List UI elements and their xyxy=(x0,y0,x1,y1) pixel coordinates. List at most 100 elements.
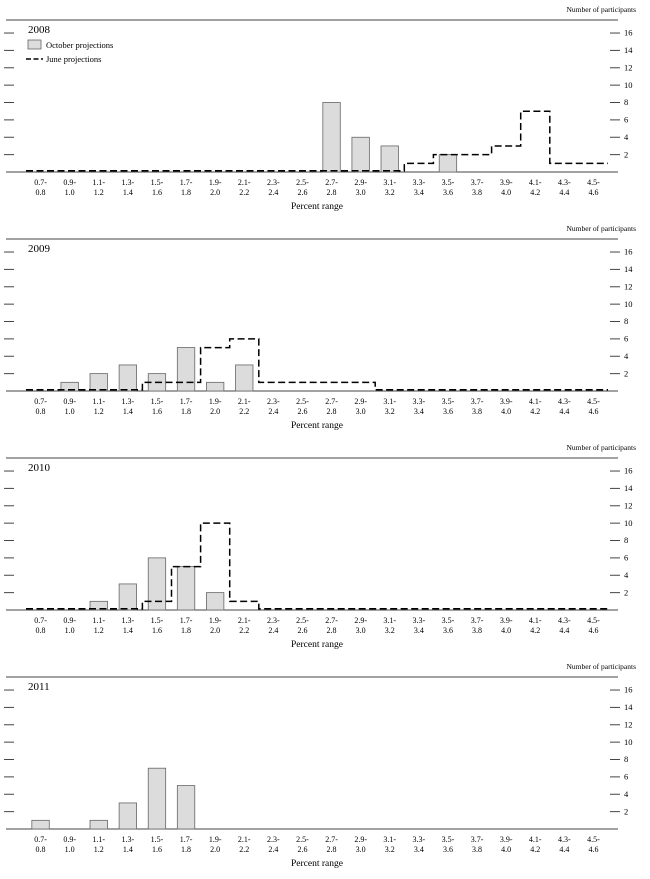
x-tick-label: 4.0 xyxy=(501,407,511,416)
october-bar xyxy=(176,785,196,830)
x-tick-label: 1.0 xyxy=(65,626,75,635)
x-tick-label: 2.8 xyxy=(327,188,337,197)
october-bar xyxy=(89,600,108,611)
x-tick-label: 4.4 xyxy=(559,407,569,416)
right-y-tick-label: 16 xyxy=(624,28,633,38)
x-axis-title: Percent range xyxy=(291,859,343,869)
x-tick-label: 2.1- xyxy=(238,397,251,406)
x-tick-label: 1.6 xyxy=(152,845,162,854)
x-tick-label: 1.0 xyxy=(65,188,75,197)
x-tick-label: 3.5- xyxy=(442,178,455,187)
x-tick-label: 1.8 xyxy=(181,626,191,635)
legend-june-label: June projections xyxy=(46,54,101,64)
x-tick-label: 2.9- xyxy=(354,616,367,625)
year-label: 2009 xyxy=(28,243,51,255)
right-y-tick-label: 6 xyxy=(624,553,628,563)
x-tick-label: 0.8 xyxy=(36,407,46,416)
chart-2009: Number of participants 2 4 6 8 10 12 14 16 2009 0.… xyxy=(4,224,636,431)
x-tick-label: 3.3- xyxy=(413,616,426,625)
x-tick-label: 2.7- xyxy=(325,616,338,625)
x-tick-label: 0.9- xyxy=(63,835,76,844)
x-tick-label: 2.5- xyxy=(296,178,309,187)
x-tick-label: 4.5- xyxy=(587,397,600,406)
x-tick-label: 3.9- xyxy=(500,616,513,625)
x-axis-title: Percent range xyxy=(291,640,343,650)
right-y-tick-label: 12 xyxy=(624,281,633,291)
x-tick-label: 1.7- xyxy=(180,835,193,844)
x-tick-label: 3.7- xyxy=(471,616,484,625)
right-y-tick-label: 4 xyxy=(624,789,629,799)
right-y-tick-label: 16 xyxy=(624,466,633,476)
x-tick-label: 3.5- xyxy=(442,835,455,844)
x-tick-label: 2.4 xyxy=(268,845,278,854)
x-tick-label: 3.3- xyxy=(413,178,426,187)
x-tick-label: 2.9- xyxy=(354,835,367,844)
x-tick-label: 1.8 xyxy=(181,188,191,197)
x-tick-label: 4.0 xyxy=(501,626,511,635)
x-tick-label: 2.9- xyxy=(354,178,367,187)
x-tick-label: 2.7- xyxy=(325,178,338,187)
october-bar xyxy=(206,592,225,611)
x-tick-label: 3.9- xyxy=(500,835,513,844)
x-tick-label: 0.9- xyxy=(63,397,76,406)
x-tick-label: 2.2 xyxy=(239,845,249,854)
x-tick-label: 4.5- xyxy=(587,178,600,187)
x-tick-label: 2.0 xyxy=(210,845,220,854)
x-tick-label: 2.8 xyxy=(327,845,337,854)
x-tick-label: 1.1- xyxy=(92,397,105,406)
x-tick-label: 1.7- xyxy=(180,616,193,625)
october-bar xyxy=(176,566,196,611)
x-tick-label: 2.8 xyxy=(327,626,337,635)
right-axis-title: Number of participants xyxy=(566,662,636,671)
x-tick-label: 4.1- xyxy=(529,616,542,625)
x-tick-label: 1.5- xyxy=(151,397,164,406)
x-tick-label: 1.7- xyxy=(180,397,193,406)
right-y-tick-label: 6 xyxy=(624,772,628,782)
x-tick-label: 3.8 xyxy=(472,845,482,854)
x-tick-label: 3.7- xyxy=(471,178,484,187)
x-tick-label: 3.9- xyxy=(500,178,513,187)
october-bar xyxy=(380,145,399,173)
june-projections-line xyxy=(26,110,608,172)
x-tick-label: 4.6 xyxy=(588,407,598,416)
x-tick-label: 4.5- xyxy=(587,616,600,625)
x-tick-label: 4.2 xyxy=(530,407,540,416)
panel-2011: Number of participants 2 4 6 8 10 12 14 16 2011 0.… xyxy=(0,659,650,878)
x-tick-label: 2.0 xyxy=(210,626,220,635)
x-tick-label: 2.5- xyxy=(296,616,309,625)
x-tick-label: 4.3- xyxy=(558,397,571,406)
october-bar xyxy=(118,583,137,611)
year-label: 2010 xyxy=(28,462,51,474)
x-tick-label: 2.1- xyxy=(238,616,251,625)
legend-october-swatch xyxy=(27,39,42,50)
x-tick-label: 0.8 xyxy=(36,188,46,197)
right-y-tick-label: 8 xyxy=(624,754,628,764)
right-y-tick-label: 2 xyxy=(624,149,628,159)
right-y-tick-label: 10 xyxy=(624,80,633,90)
x-tick-label: 2.4 xyxy=(268,407,278,416)
x-tick-label: 1.1- xyxy=(92,616,105,625)
x-tick-label: 3.3- xyxy=(413,397,426,406)
x-tick-label: 4.2 xyxy=(530,845,540,854)
x-tick-label: 3.1- xyxy=(383,616,396,625)
x-tick-label: 4.6 xyxy=(588,626,598,635)
x-tick-label: 0.7- xyxy=(34,616,47,625)
x-tick-label: 3.2 xyxy=(385,188,395,197)
x-tick-label: 1.6 xyxy=(152,407,162,416)
x-tick-label: 0.8 xyxy=(36,626,46,635)
x-tick-label: 2.3- xyxy=(267,616,280,625)
x-tick-label: 4.6 xyxy=(588,845,598,854)
october-bar xyxy=(438,154,458,173)
x-tick-label: 1.6 xyxy=(152,188,162,197)
x-tick-label: 3.4 xyxy=(414,407,424,416)
x-tick-label: 3.2 xyxy=(385,845,395,854)
right-axis-title: Number of participants xyxy=(566,443,636,452)
right-y-tick-label: 2 xyxy=(624,806,628,816)
x-tick-label: 1.8 xyxy=(181,407,191,416)
x-tick-label: 3.1- xyxy=(383,397,396,406)
x-tick-label: 0.9- xyxy=(63,616,76,625)
x-tick-label: 2.3- xyxy=(267,835,280,844)
x-tick-label: 1.9- xyxy=(209,616,222,625)
right-y-tick-label: 10 xyxy=(624,299,633,309)
right-axis-title: Number of participants xyxy=(566,224,636,233)
